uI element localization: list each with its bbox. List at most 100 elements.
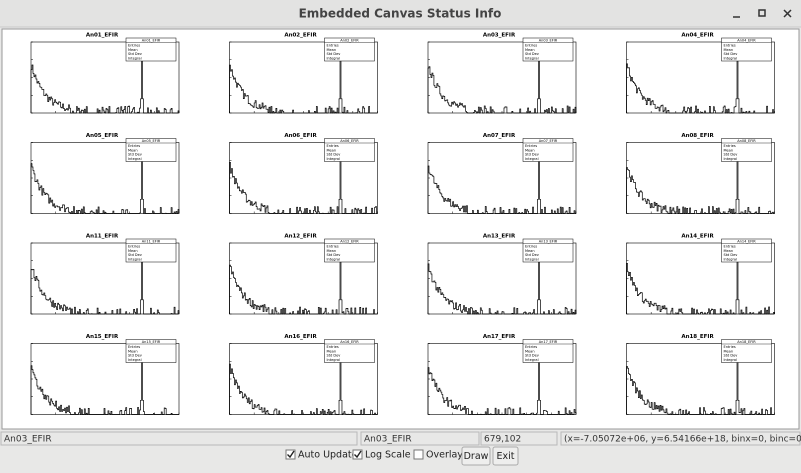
status-text: 679,102 — [484, 435, 521, 445]
button-label[interactable]: Exit — [497, 451, 515, 462]
maximize-button[interactable] — [758, 9, 766, 17]
pad-title: An03_EFIR — [483, 33, 516, 39]
stats-label: Integral — [327, 157, 341, 161]
stats-title: An11_EFIR — [142, 240, 161, 244]
stats-box — [721, 339, 772, 363]
stats-title: An05_EFIR — [142, 139, 161, 143]
status-bar: An03_EFIR An03_EFIR 679,102 (x=-7.05072e+06… — [0, 431, 801, 446]
checkbox[interactable] — [352, 449, 363, 460]
pad-title: An13_EFIR — [483, 234, 516, 240]
checkbox-label[interactable]: Log Scale — [365, 450, 411, 461]
pad-title: An01_EFIR — [86, 33, 119, 39]
stats-label: Mean — [525, 148, 535, 152]
stats-title: An17_EFIR — [539, 340, 558, 344]
stats-title: An15_EFIR — [142, 340, 161, 344]
stats-label: Entries — [128, 144, 140, 148]
status-field — [480, 431, 558, 446]
checkbox[interactable] — [413, 449, 424, 460]
stats-label: Entries — [327, 44, 339, 48]
button-label[interactable]: Draw — [464, 451, 489, 462]
stats-label: Entries — [327, 345, 339, 349]
stats-title: An18_EFIR — [737, 340, 756, 344]
stats-box — [522, 339, 574, 363]
stats-label: Integral — [724, 157, 738, 161]
stats-label: Std Dev — [327, 354, 341, 358]
histogram-graphic — [427, 355, 577, 415]
stats-label: Entries — [327, 245, 339, 249]
stats-label: Mean — [525, 249, 535, 253]
pad-title: An16_EFIR — [284, 334, 317, 340]
button[interactable] — [492, 446, 519, 466]
stats-label: Entries — [327, 144, 339, 148]
stats-box — [324, 138, 375, 162]
histogram-graphic — [30, 54, 180, 114]
histogram-graphic — [229, 355, 378, 415]
checkmark — [354, 450, 362, 459]
histogram-graphic — [427, 255, 577, 315]
stats-box — [125, 339, 177, 363]
stats-label: Integral — [525, 56, 539, 60]
status-text: (x=-7.05072e+06, y=6.54166e+18, binx=0, … — [564, 435, 801, 445]
stats-label: Integral — [525, 257, 539, 261]
checkbox[interactable] — [285, 449, 296, 460]
stats-label: Std Dev — [724, 153, 738, 157]
stats-box — [324, 37, 375, 62]
stats-box — [324, 238, 375, 263]
stats-label: Entries — [724, 245, 736, 249]
stats-title: An12_EFIR — [340, 240, 359, 244]
stats-label: Mean — [525, 48, 535, 52]
stats-label: Entries — [128, 44, 140, 48]
status-field — [560, 431, 801, 446]
checkbox-label[interactable]: Overlay — [426, 450, 463, 461]
stats-label: Std Dev — [724, 52, 738, 56]
stats-label: Std Dev — [128, 153, 142, 157]
status-text: An03_EFIR — [364, 435, 412, 445]
close-button[interactable] — [783, 9, 792, 18]
stats-label: Entries — [525, 44, 537, 48]
canvas[interactable] — [1, 28, 800, 430]
stats-box — [125, 37, 177, 62]
button[interactable] — [461, 446, 491, 466]
stats-label: Std Dev — [525, 153, 539, 157]
stats-label: Std Dev — [128, 52, 142, 56]
pad-title: An08_EFIR — [681, 133, 714, 139]
checkbox-label[interactable]: Auto Update — [298, 450, 358, 461]
pad-title: An12_EFIR — [284, 234, 317, 240]
stats-box — [324, 339, 375, 363]
histogram-graphic — [626, 255, 775, 315]
stats-label: Integral — [327, 358, 341, 362]
histogram-graphic — [229, 255, 378, 315]
status-field — [360, 431, 480, 446]
stats-title: An08_EFIR — [737, 139, 756, 143]
histogram-graphic — [30, 255, 180, 315]
stats-title: An06_EFIR — [340, 139, 359, 143]
stats-title: An03_EFIR — [539, 39, 558, 43]
stats-box — [721, 37, 772, 62]
histogram-graphic — [427, 54, 577, 114]
stats-box — [721, 138, 772, 162]
stats-label: Std Dev — [128, 354, 142, 358]
stats-label: Entries — [128, 245, 140, 249]
status-field — [0, 431, 358, 446]
stats-label: Entries — [724, 345, 736, 349]
stats-label: Std Dev — [724, 354, 738, 358]
pad-title: An06_EFIR — [284, 133, 317, 139]
